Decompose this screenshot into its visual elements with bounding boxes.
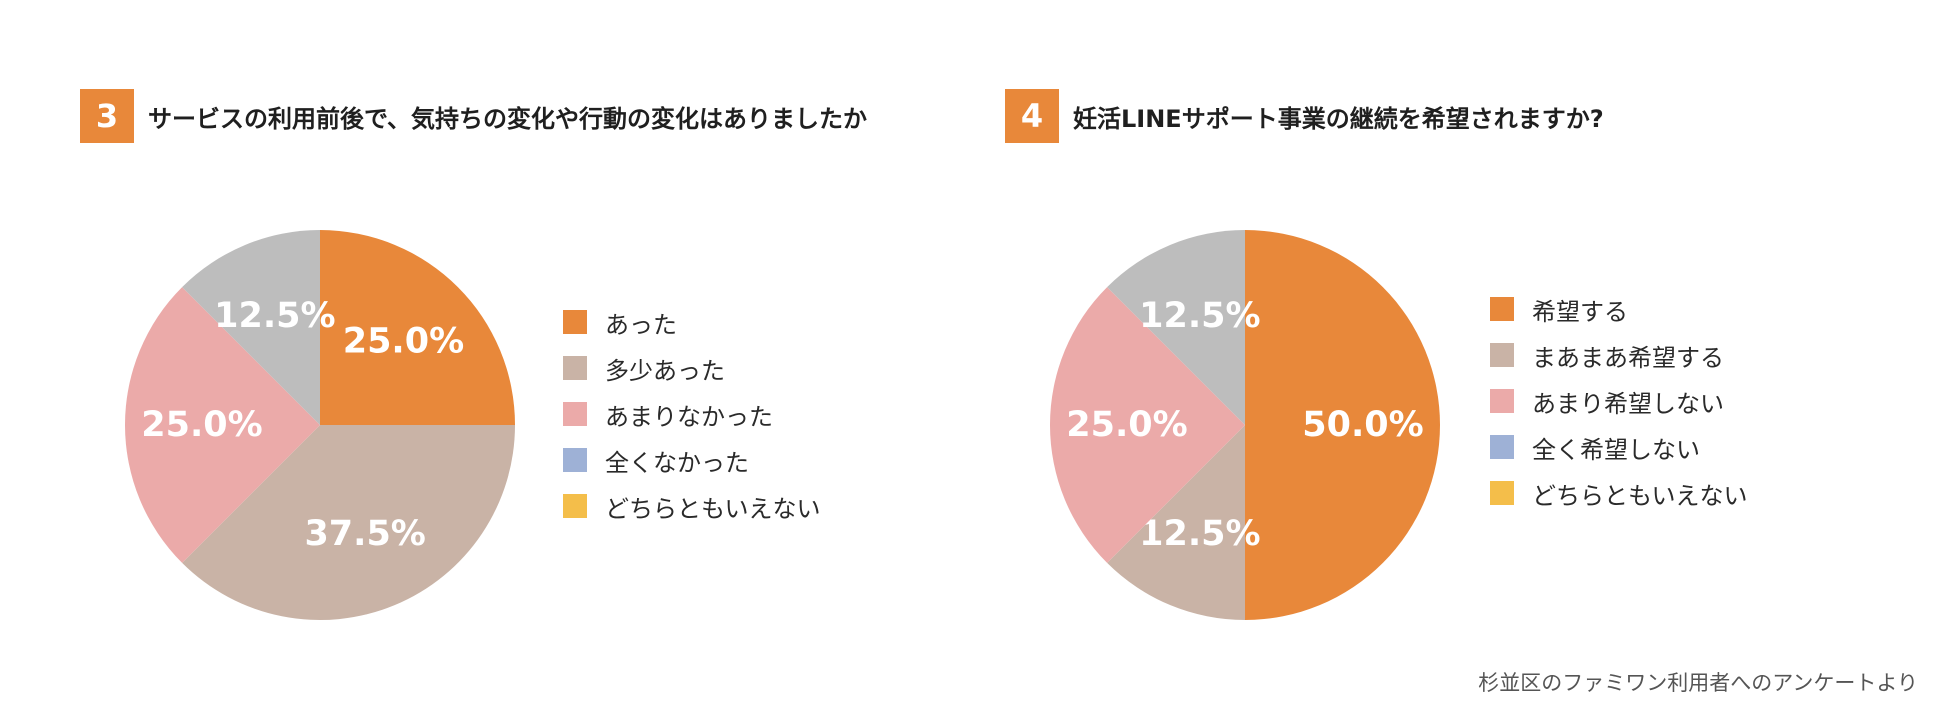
pie-slice bbox=[1107, 425, 1245, 620]
legend-swatch bbox=[1490, 343, 1514, 367]
pie-slice bbox=[182, 425, 516, 621]
pie-slice bbox=[1245, 230, 1440, 620]
pie-slice bbox=[1049, 287, 1245, 563]
legend-item: どちらともいえない bbox=[1490, 470, 1748, 516]
pie-slice bbox=[182, 230, 320, 425]
slice-value-label: 37.5% bbox=[304, 514, 425, 554]
slice-value-label: 12.5% bbox=[214, 296, 335, 336]
legend-label: 多少あった bbox=[605, 356, 725, 385]
slice-value-label: 25.0% bbox=[141, 405, 262, 445]
legend-label: 希望する bbox=[1532, 297, 1628, 326]
legend-swatch bbox=[563, 310, 587, 334]
pie-slice bbox=[124, 287, 320, 563]
legend-swatch bbox=[1490, 435, 1514, 459]
slice-value-label: 12.5% bbox=[1139, 514, 1260, 554]
chart-panel-q3: 3 サービスの利用前後で、気持ちの変化や行動の変化はありましたか 25.0% 37… bbox=[80, 88, 867, 621]
pie-slice bbox=[1107, 230, 1245, 425]
legend-swatch bbox=[563, 494, 587, 518]
legend-label: まあまあ希望する bbox=[1532, 343, 1724, 372]
legend-label: どちらともいえない bbox=[1532, 481, 1748, 510]
legend-swatch bbox=[1490, 481, 1514, 505]
legend-label: あまり希望しない bbox=[1532, 389, 1724, 418]
question-title: 妊活LINEサポート事業の継続を希望されますか? bbox=[1073, 104, 1604, 133]
legend-label: 全くなかった bbox=[605, 448, 749, 477]
legend-item: あった bbox=[563, 299, 821, 345]
legend-item: 全く希望しない bbox=[1490, 424, 1748, 470]
question-number-badge: 4 bbox=[1005, 89, 1059, 143]
legend-swatch bbox=[563, 402, 587, 426]
slice-value-label: 25.0% bbox=[343, 322, 464, 362]
slice-value-label: 25.0% bbox=[1066, 405, 1187, 445]
chart-panel-q4: 4 妊活LINEサポート事業の継続を希望されますか? 50.0% 12.5% 25.… bbox=[975, 0, 1950, 702]
legend-swatch bbox=[563, 356, 587, 380]
pie-chart: 50.0% 12.5% 25.0% 12.5% bbox=[1049, 230, 1440, 620]
slice-value-label: 50.0% bbox=[1302, 405, 1423, 445]
question-number-badge: 3 bbox=[80, 89, 134, 143]
legend-item: 全くなかった bbox=[563, 437, 821, 483]
legend-item: まあまあ希望する bbox=[1490, 332, 1748, 378]
question-header: 3 サービスの利用前後で、気持ちの変化や行動の変化はありましたか bbox=[80, 88, 867, 144]
chart-legend: 希望する まあまあ希望する あまり希望しない 全く希望しない どちらともいえない bbox=[1490, 286, 1748, 516]
legend-item: あまりなかった bbox=[563, 391, 821, 437]
legend-item: 希望する bbox=[1490, 286, 1748, 332]
legend-label: あまりなかった bbox=[605, 402, 773, 431]
legend-label: どちらともいえない bbox=[605, 494, 821, 523]
pie-chart: 25.0%37.5%25.0%12.5% bbox=[124, 230, 516, 621]
source-note: 杉並区のファミワン利用者へのアンケートより bbox=[1478, 671, 1918, 695]
legend-swatch bbox=[563, 448, 587, 472]
pie-slice bbox=[320, 230, 515, 425]
chart-legend: あった 多少あった あまりなかった 全くなかった どちらともいえない bbox=[563, 299, 821, 529]
legend-label: 全く希望しない bbox=[1532, 435, 1700, 464]
question-title: サービスの利用前後で、気持ちの変化や行動の変化はありましたか bbox=[148, 104, 868, 133]
legend-item: どちらともいえない bbox=[563, 483, 821, 529]
legend-swatch bbox=[1490, 389, 1514, 413]
slice-value-label: 12.5% bbox=[1139, 296, 1260, 336]
legend-label: あった bbox=[605, 310, 677, 339]
legend-swatch bbox=[1490, 297, 1514, 321]
question-header: 4 妊活LINEサポート事業の継続を希望されますか? bbox=[1005, 88, 1604, 144]
legend-item: 多少あった bbox=[563, 345, 821, 391]
legend-item: あまり希望しない bbox=[1490, 378, 1748, 424]
